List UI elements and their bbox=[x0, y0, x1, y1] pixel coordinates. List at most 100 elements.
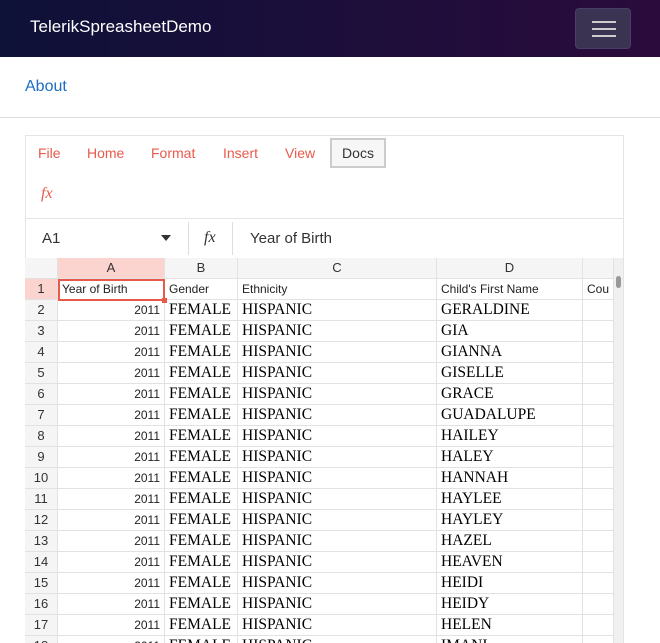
row-header[interactable]: 17 bbox=[25, 615, 58, 636]
row-header[interactable]: 7 bbox=[25, 405, 58, 426]
cell[interactable]: 2011 bbox=[58, 552, 165, 573]
cell[interactable]: HELEN bbox=[437, 615, 583, 636]
cell[interactable]: HISPANIC bbox=[238, 384, 437, 405]
row-header[interactable]: 8 bbox=[25, 426, 58, 447]
menu-item[interactable]: File bbox=[38, 145, 61, 161]
cell[interactable]: Cou bbox=[583, 279, 614, 300]
cell[interactable]: GIA bbox=[437, 321, 583, 342]
cell[interactable]: FEMALE bbox=[165, 300, 238, 321]
row-header[interactable]: 10 bbox=[25, 468, 58, 489]
cell[interactable]: Child's First Name bbox=[437, 279, 583, 300]
column-header[interactable]: B bbox=[165, 258, 238, 279]
row-header[interactable]: 4 bbox=[25, 342, 58, 363]
cell[interactable]: FEMALE bbox=[165, 384, 238, 405]
cell[interactable]: HALEY bbox=[437, 447, 583, 468]
cell[interactable]: HANNAH bbox=[437, 468, 583, 489]
cell[interactable]: 2011 bbox=[58, 384, 165, 405]
cell[interactable]: 2011 bbox=[58, 468, 165, 489]
column-header[interactable]: C bbox=[238, 258, 437, 279]
cell[interactable]: HISPANIC bbox=[238, 573, 437, 594]
row-header[interactable]: 18 bbox=[25, 636, 58, 643]
cell[interactable]: 2011 bbox=[58, 531, 165, 552]
scroll-thumb[interactable] bbox=[616, 276, 621, 288]
column-header[interactable]: A bbox=[58, 258, 165, 279]
row-header[interactable]: 1 bbox=[25, 279, 58, 300]
cell[interactable] bbox=[583, 552, 614, 573]
cell[interactable] bbox=[583, 300, 614, 321]
cell[interactable]: HAZEL bbox=[437, 531, 583, 552]
cell[interactable]: HISPANIC bbox=[238, 510, 437, 531]
cell[interactable]: FEMALE bbox=[165, 426, 238, 447]
row-header[interactable]: 2 bbox=[25, 300, 58, 321]
cell[interactable] bbox=[583, 321, 614, 342]
cell[interactable]: GRACE bbox=[437, 384, 583, 405]
cell[interactable]: 2011 bbox=[58, 321, 165, 342]
cell[interactable] bbox=[583, 489, 614, 510]
cell[interactable]: GISELLE bbox=[437, 363, 583, 384]
scrollbar[interactable] bbox=[614, 258, 623, 643]
cell[interactable]: FEMALE bbox=[165, 468, 238, 489]
cell[interactable] bbox=[583, 447, 614, 468]
cell[interactable]: HEIDI bbox=[437, 573, 583, 594]
cell[interactable]: Gender bbox=[165, 279, 238, 300]
cell[interactable]: GIANNA bbox=[437, 342, 583, 363]
cell[interactable]: HAILEY bbox=[437, 426, 583, 447]
cell[interactable] bbox=[583, 510, 614, 531]
cell[interactable]: FEMALE bbox=[165, 573, 238, 594]
cell[interactable]: 2011 bbox=[58, 594, 165, 615]
row-header[interactable]: 9 bbox=[25, 447, 58, 468]
cell[interactable]: 2011 bbox=[58, 342, 165, 363]
fill-handle[interactable] bbox=[162, 298, 167, 303]
menu-item[interactable]: Home bbox=[87, 145, 125, 161]
cell[interactable]: 2011 bbox=[58, 363, 165, 384]
cell[interactable] bbox=[583, 342, 614, 363]
cell[interactable]: 2011 bbox=[58, 405, 165, 426]
cell[interactable]: HISPANIC bbox=[238, 321, 437, 342]
cell[interactable]: FEMALE bbox=[165, 342, 238, 363]
menu-item[interactable]: Docs bbox=[330, 138, 386, 168]
row-header[interactable]: 16 bbox=[25, 594, 58, 615]
cell[interactable]: HISPANIC bbox=[238, 342, 437, 363]
cell[interactable]: HISPANIC bbox=[238, 531, 437, 552]
menu-toggle[interactable] bbox=[575, 8, 631, 49]
cell[interactable]: HAYLEY bbox=[437, 510, 583, 531]
name-box[interactable]: A1 bbox=[42, 230, 61, 247]
row-header[interactable]: 14 bbox=[25, 552, 58, 573]
cell[interactable]: GUADALUPE bbox=[437, 405, 583, 426]
cell[interactable]: 2011 bbox=[58, 447, 165, 468]
cell[interactable]: HISPANIC bbox=[238, 615, 437, 636]
cell[interactable] bbox=[583, 573, 614, 594]
cell[interactable]: HISPANIC bbox=[238, 363, 437, 384]
cell[interactable]: 2011 bbox=[58, 300, 165, 321]
cell[interactable]: FEMALE bbox=[165, 552, 238, 573]
dropdown-arrow[interactable] bbox=[160, 234, 172, 242]
brand[interactable]: TelerikSpreasheetDemo bbox=[30, 17, 212, 36]
cell[interactable] bbox=[583, 363, 614, 384]
column-header[interactable] bbox=[583, 258, 614, 279]
cell[interactable]: HISPANIC bbox=[238, 489, 437, 510]
cell[interactable]: 2011 bbox=[58, 510, 165, 531]
cell[interactable]: HISPANIC bbox=[238, 552, 437, 573]
cell[interactable]: HISPANIC bbox=[238, 426, 437, 447]
row-header[interactable]: 13 bbox=[25, 531, 58, 552]
about-link[interactable]: About bbox=[25, 78, 67, 95]
formula-input[interactable]: Year of Birth bbox=[250, 230, 332, 247]
row-header[interactable]: 5 bbox=[25, 363, 58, 384]
cell[interactable]: FEMALE bbox=[165, 405, 238, 426]
cell[interactable]: 2011 bbox=[58, 615, 165, 636]
cell[interactable] bbox=[583, 405, 614, 426]
cell[interactable]: HISPANIC bbox=[238, 468, 437, 489]
cell[interactable]: 2011 bbox=[58, 636, 165, 643]
row-header[interactable]: 15 bbox=[25, 573, 58, 594]
cell[interactable]: 2011 bbox=[58, 573, 165, 594]
cell[interactable] bbox=[583, 531, 614, 552]
cell[interactable]: IMANI bbox=[437, 636, 583, 643]
cell[interactable]: FEMALE bbox=[165, 321, 238, 342]
cell[interactable]: HISPANIC bbox=[238, 300, 437, 321]
menu-item[interactable]: Format bbox=[151, 145, 196, 161]
cell[interactable]: FEMALE bbox=[165, 594, 238, 615]
menu-item[interactable]: View bbox=[285, 145, 316, 161]
cell[interactable]: Ethnicity bbox=[238, 279, 437, 300]
row-header[interactable]: 3 bbox=[25, 321, 58, 342]
cell[interactable]: HEAVEN bbox=[437, 552, 583, 573]
